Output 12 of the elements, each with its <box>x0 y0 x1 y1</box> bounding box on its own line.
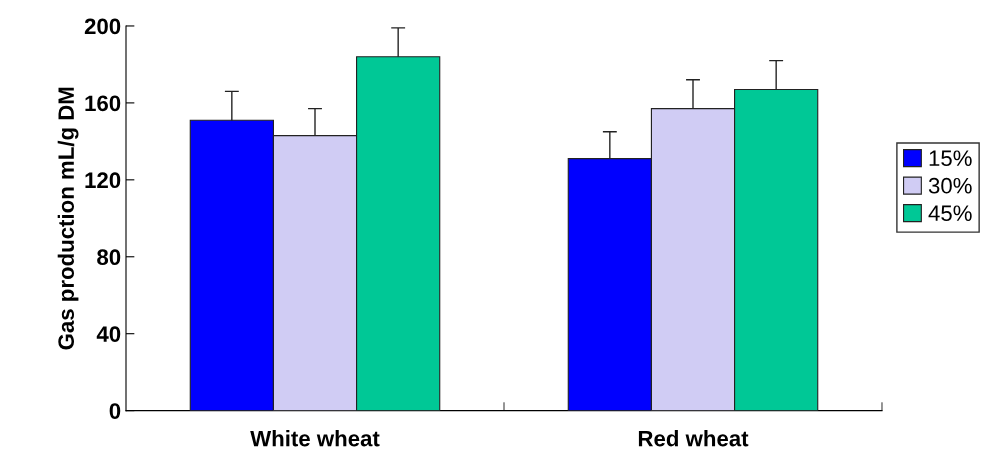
y-tick-label: 200 <box>84 18 121 35</box>
y-tick-label: 80 <box>97 249 121 266</box>
y-axis-title: Gas production mL/g DM <box>57 87 79 350</box>
legend-label: 45% <box>928 205 972 222</box>
y-tick-label: 160 <box>85 95 121 112</box>
x-tick-label: Red wheat <box>638 430 749 447</box>
legend-label: 30% <box>928 177 972 194</box>
y-tick-label: 120 <box>85 172 121 189</box>
y-tick-label: 0 <box>109 403 121 419</box>
legend-label: 15% <box>929 150 972 167</box>
x-tick-label: White wheat <box>250 430 380 447</box>
y-tick-label: 40 <box>96 326 121 342</box>
